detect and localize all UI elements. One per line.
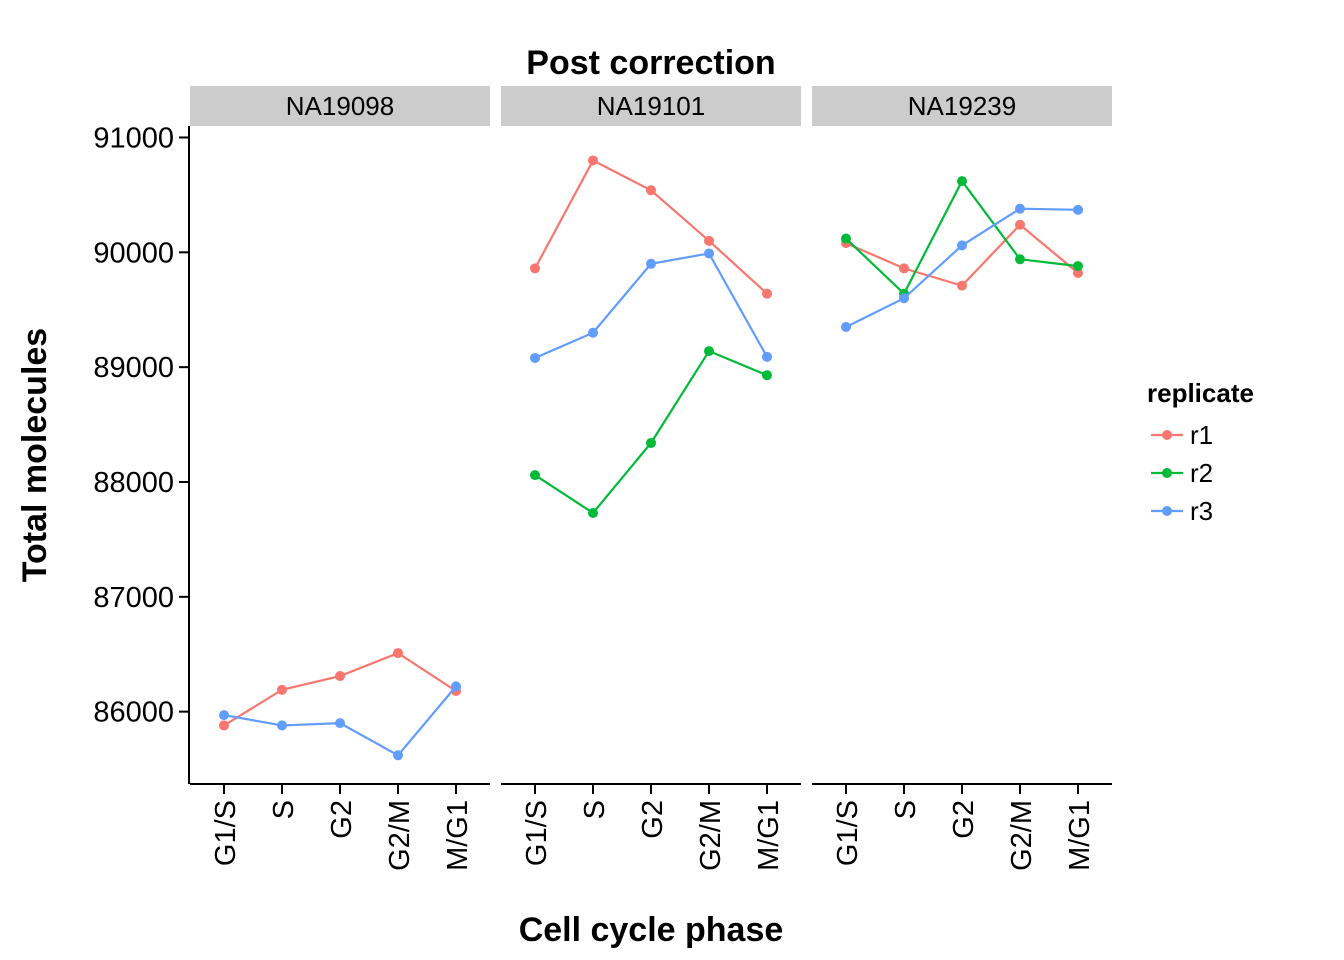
y-tick-label: 86000 (93, 697, 174, 729)
data-point-r1 (646, 185, 656, 196)
plot-area: 86000 87000 88000 89000 90000 91000 NA19098 G1/… (93, 86, 1112, 871)
series-line-r1 (223, 651, 457, 727)
data-point-r3 (1015, 203, 1025, 214)
legend-title: replicate (1147, 378, 1254, 408)
x-tick-label: S (268, 800, 300, 819)
y-tick-label: 89000 (93, 352, 174, 384)
facet-strip (812, 86, 1112, 126)
data-point-r1 (277, 684, 287, 695)
x-tick-label: S (579, 800, 611, 819)
data-point-r2 (530, 470, 540, 481)
data-point-r1 (704, 235, 714, 246)
y-tick-label: 90000 (93, 237, 174, 269)
facet-strip-label: NA19098 (286, 91, 394, 121)
data-point-r2 (588, 507, 598, 518)
data-point-r3 (1073, 204, 1083, 215)
series-line-r1 (845, 223, 1079, 287)
data-point-r3 (957, 240, 967, 251)
facet-strip-label: NA19101 (597, 91, 705, 121)
data-point-r1 (762, 288, 772, 299)
data-point-r1 (1015, 219, 1025, 230)
data-point-r3 (335, 718, 345, 729)
x-tick-label: G2/M (384, 800, 416, 871)
data-point-r3 (899, 293, 909, 304)
y-tick-label: 88000 (93, 467, 174, 499)
data-point-r3 (219, 710, 229, 721)
data-point-r3 (451, 681, 461, 692)
data-point-r2 (1073, 261, 1083, 272)
x-tick-label: G2 (326, 800, 358, 839)
data-point-r3 (646, 258, 656, 269)
data-point-r1 (393, 648, 403, 659)
data-point-r3 (588, 327, 598, 338)
x-tick-label: G2 (637, 800, 669, 839)
x-tick-label: G1/S (832, 800, 864, 866)
series-line-r2 (845, 179, 1079, 296)
panel-na19239: NA19239 G1/S S G2 G2/M M/G1 (812, 86, 1112, 871)
data-point-r3 (762, 351, 772, 362)
facet-strip (501, 86, 801, 126)
data-point-r3 (277, 720, 287, 731)
x-tick-label: S (890, 800, 922, 819)
y-tick-label: 87000 (93, 582, 174, 614)
data-point-r2 (957, 176, 967, 187)
data-point-r2 (704, 346, 714, 357)
data-point-r2 (762, 370, 772, 381)
facet-strip (190, 86, 490, 126)
data-point-r3 (841, 321, 851, 332)
x-tick-label: M/G1 (1064, 800, 1096, 871)
facet-strip-label: NA19239 (908, 91, 1016, 121)
legend-key-point-r3 (1162, 506, 1172, 516)
x-tick-label: G2 (948, 800, 980, 839)
data-point-r1 (335, 671, 345, 682)
legend-key-point-r1 (1162, 430, 1172, 440)
data-point-r3 (704, 248, 714, 259)
data-point-r1 (588, 155, 598, 166)
x-tick-label: G2/M (1006, 800, 1038, 871)
data-point-r2 (1015, 254, 1025, 265)
chart-title: Post correction (526, 44, 775, 82)
legend-label-r3: r3 (1190, 496, 1213, 526)
legend-label-r2: r2 (1190, 458, 1213, 488)
data-point-r3 (393, 750, 403, 761)
panel-na19101: NA19101 G1/S S G2 G2/M M/G1 (501, 86, 801, 871)
data-point-r3 (530, 352, 540, 363)
legend-label-r1: r1 (1190, 420, 1213, 450)
data-point-r1 (1073, 267, 1083, 278)
panel-na19098: NA19098 G1/S S G2 G2/M M/G1 (190, 86, 490, 871)
x-tick-label: M/G1 (753, 800, 785, 871)
series-line-r1 (534, 158, 768, 295)
data-point-r1 (219, 720, 229, 731)
x-axis-title: Cell cycle phase (519, 911, 784, 949)
data-point-r2 (646, 437, 656, 448)
x-tick-label: G1/S (521, 800, 553, 866)
y-axis-title: Total molecules (16, 328, 54, 582)
x-tick-label: G1/S (210, 800, 242, 866)
data-point-r1 (957, 280, 967, 291)
x-tick-label: G2/M (695, 800, 727, 871)
x-tick-label: M/G1 (442, 800, 474, 871)
legend-key-point-r2 (1162, 468, 1172, 478)
series-line-r2 (534, 349, 768, 515)
series-line-r3 (845, 207, 1079, 328)
data-point-r1 (899, 263, 909, 274)
y-tick-label: 91000 (93, 122, 174, 154)
data-point-r2 (841, 233, 851, 244)
legend: replicate r1 r2 r3 (1147, 378, 1254, 526)
series-line-r3 (534, 252, 768, 359)
data-point-r1 (530, 263, 540, 274)
